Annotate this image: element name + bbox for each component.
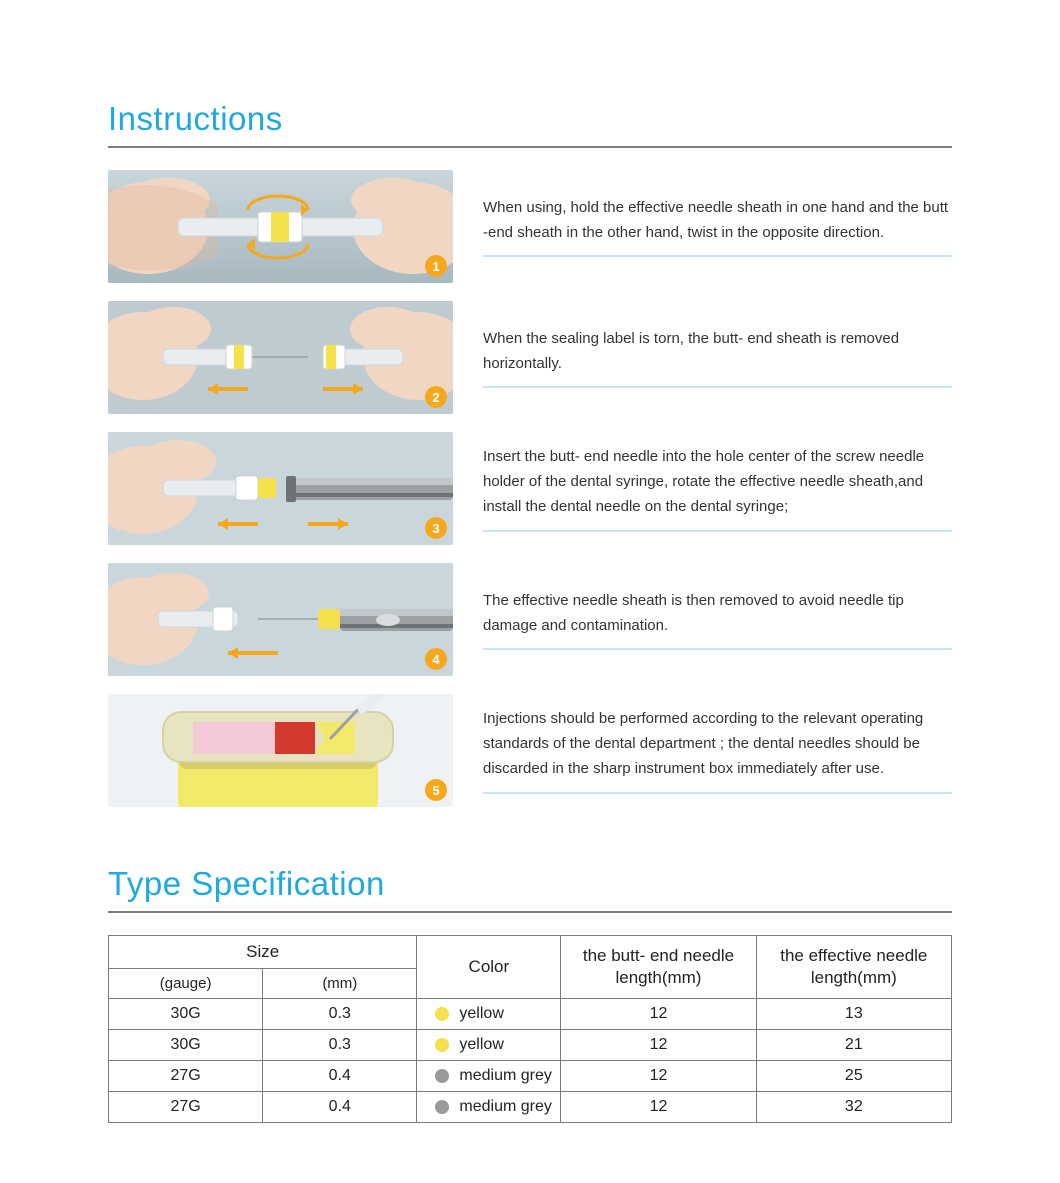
step-row: 1 When using, hold the effective needle … (108, 170, 952, 283)
color-swatch (435, 1007, 449, 1021)
step-row: 5 Injections should be performed accordi… (108, 694, 952, 807)
table-row: 27G 0.4 medium grey 12 25 (109, 1061, 952, 1092)
title-rule (108, 911, 952, 913)
step-badge: 3 (425, 517, 447, 539)
step-text: Injections should be performed according… (483, 707, 952, 793)
color-swatch (435, 1100, 449, 1114)
step-underline (483, 530, 952, 532)
step-badge: 5 (425, 779, 447, 801)
color-name: yellow (459, 1005, 503, 1023)
step-text: The effective needle sheath is then remo… (483, 589, 952, 651)
cell-eff: 32 (756, 1092, 951, 1123)
th-size: Size (109, 936, 417, 969)
cell-gauge: 27G (109, 1061, 263, 1092)
title-rule (108, 146, 952, 148)
step-row: 4 The effective needle sheath is then re… (108, 563, 952, 676)
step-thumbnail: 1 (108, 170, 453, 283)
step-description: Injections should be performed according… (483, 707, 952, 781)
step-description: The effective needle sheath is then remo… (483, 589, 952, 639)
cell-butt: 12 (561, 1030, 756, 1061)
step-thumbnail: 3 (108, 432, 453, 545)
table-row: 30G 0.3 yellow 12 21 (109, 1030, 952, 1061)
spec-table: Size Color the butt- end needle length(m… (108, 935, 952, 1123)
step-thumbnail: 5 (108, 694, 453, 807)
step-thumbnail: 2 (108, 301, 453, 414)
step-underline (483, 648, 952, 650)
cell-eff: 13 (756, 999, 951, 1030)
cell-gauge: 30G (109, 999, 263, 1030)
th-color: Color (417, 936, 561, 999)
step-badge: 1 (425, 255, 447, 277)
cell-color: medium grey (417, 1092, 561, 1123)
step-text: Insert the butt- end needle into the hol… (483, 445, 952, 531)
color-swatch (435, 1038, 449, 1052)
cell-mm: 0.3 (263, 999, 417, 1030)
step-row: 3 Insert the butt- end needle into the h… (108, 432, 952, 545)
step-badge: 2 (425, 386, 447, 408)
spec-title: Type Specification (108, 865, 952, 903)
cell-mm: 0.4 (263, 1061, 417, 1092)
cell-mm: 0.3 (263, 1030, 417, 1061)
step-description: When the sealing label is torn, the butt… (483, 327, 952, 377)
cell-gauge: 30G (109, 1030, 263, 1061)
color-swatch (435, 1069, 449, 1083)
th-gauge: (gauge) (109, 969, 263, 999)
color-name: medium grey (459, 1098, 551, 1116)
cell-mm: 0.4 (263, 1092, 417, 1123)
cell-eff: 25 (756, 1061, 951, 1092)
table-row: 30G 0.3 yellow 12 13 (109, 999, 952, 1030)
step-thumbnail: 4 (108, 563, 453, 676)
step-underline (483, 386, 952, 388)
cell-gauge: 27G (109, 1092, 263, 1123)
cell-butt: 12 (561, 999, 756, 1030)
cell-color: medium grey (417, 1061, 561, 1092)
step-underline (483, 255, 952, 257)
cell-eff: 21 (756, 1030, 951, 1061)
cell-color: yellow (417, 1030, 561, 1061)
step-description: Insert the butt- end needle into the hol… (483, 445, 952, 519)
instructions-title: Instructions (108, 100, 952, 138)
th-butt: the butt- end needle length(mm) (561, 936, 756, 999)
table-row: 27G 0.4 medium grey 12 32 (109, 1092, 952, 1123)
steps-list: 1 When using, hold the effective needle … (108, 170, 952, 807)
cell-color: yellow (417, 999, 561, 1030)
spec-tbody: 30G 0.3 yellow 12 13 30G 0.3 yellow 12 2… (109, 999, 952, 1123)
cell-butt: 12 (561, 1092, 756, 1123)
step-text: When the sealing label is torn, the butt… (483, 327, 952, 389)
cell-butt: 12 (561, 1061, 756, 1092)
step-underline (483, 792, 952, 794)
step-description: When using, hold the effective needle sh… (483, 196, 952, 246)
step-row: 2 When the sealing label is torn, the bu… (108, 301, 952, 414)
page: Instructions (0, 0, 1060, 1183)
color-name: yellow (459, 1036, 503, 1054)
th-mm: (mm) (263, 969, 417, 999)
step-badge: 4 (425, 648, 447, 670)
th-eff: the effective needle length(mm) (756, 936, 951, 999)
step-text: When using, hold the effective needle sh… (483, 196, 952, 258)
color-name: medium grey (459, 1067, 551, 1085)
